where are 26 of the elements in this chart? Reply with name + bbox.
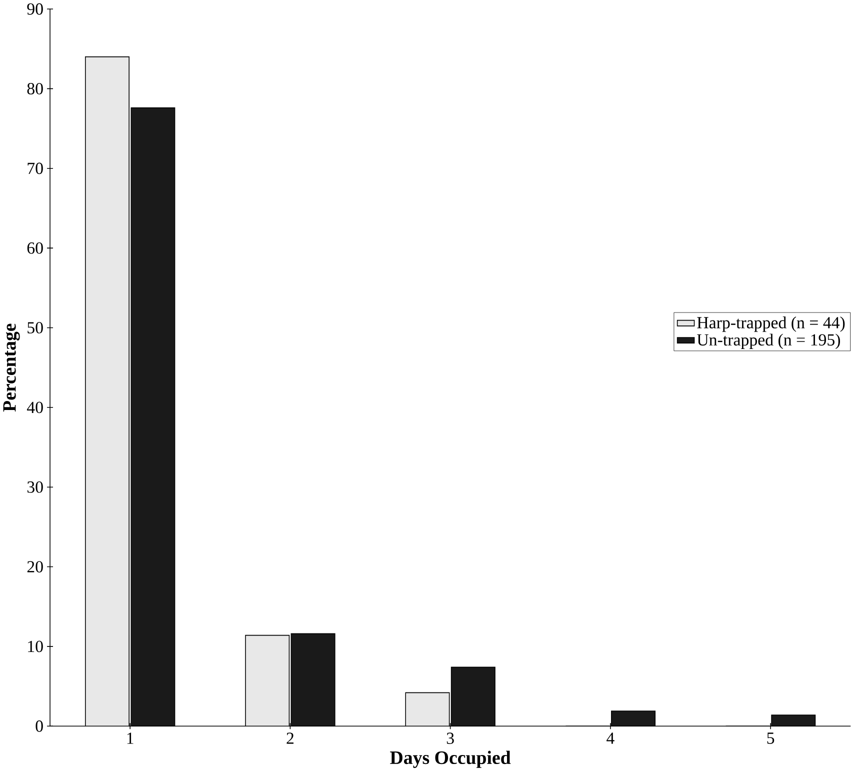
y-tick-label: 0 (36, 720, 43, 732)
y-tick-label: 10 (28, 640, 43, 652)
legend-label: Un-trapped (n = 195) (697, 334, 840, 349)
bar (131, 108, 175, 726)
bar (85, 56, 130, 726)
y-tick-label: 50 (28, 322, 43, 334)
y-tick-label: 30 (27, 481, 43, 493)
legend-label: Harp-trapped (n = 44) (697, 316, 845, 332)
x-tick-label: 1 (127, 732, 134, 744)
y-tick-label: 80 (27, 82, 43, 94)
y-tick-label: 20 (27, 560, 43, 572)
bar (406, 692, 450, 726)
x-tick-label: 5 (767, 732, 774, 744)
x-tick-label: 4 (606, 732, 614, 744)
x-tick-label: 3 (446, 732, 454, 744)
y-tick-label: 90 (27, 3, 43, 15)
y-tick-label: 70 (28, 162, 43, 174)
x-axis-title: Days Occupied (390, 750, 511, 768)
bar (246, 635, 290, 726)
bar (451, 667, 496, 726)
bar (291, 634, 335, 726)
bar (611, 710, 656, 726)
y-axis-title: Percentage (3, 324, 20, 412)
y-tick-label: 40 (26, 402, 43, 413)
y-tick-label: 60 (27, 242, 43, 254)
x-tick-label: 2 (286, 732, 294, 744)
